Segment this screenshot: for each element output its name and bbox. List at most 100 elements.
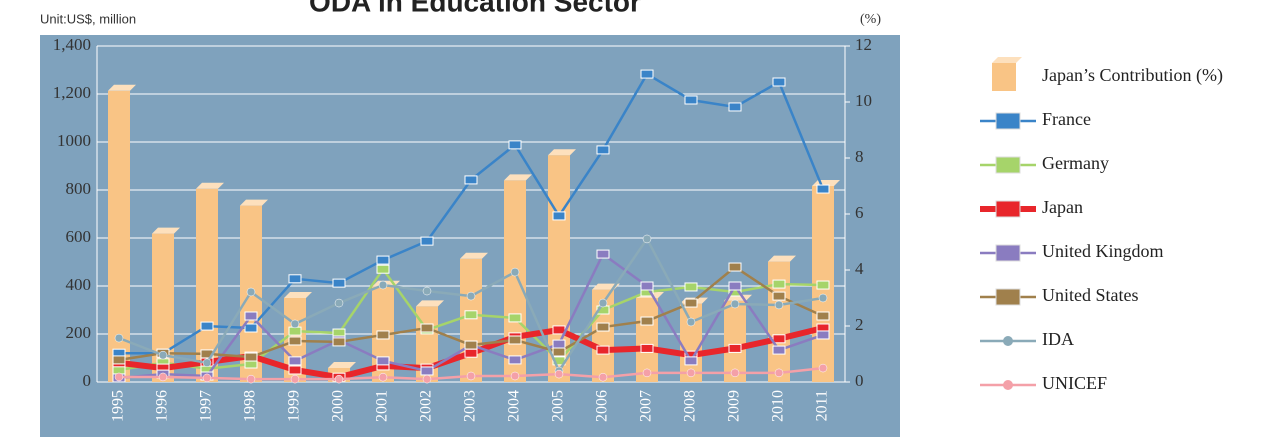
point <box>202 373 212 383</box>
y2-tick-label: 12 <box>855 35 872 54</box>
flag-marker <box>288 336 302 346</box>
flag-marker <box>376 255 390 265</box>
y2-tick-label: 6 <box>855 203 864 222</box>
legend-marker <box>995 112 1021 130</box>
bar-top <box>504 174 532 181</box>
point <box>774 368 784 378</box>
bar-top <box>460 252 488 259</box>
bar <box>460 258 482 382</box>
y2-tick-label: 10 <box>855 91 872 110</box>
legend-label: IDA <box>1042 329 1074 349</box>
y2-axis-label: (%) <box>860 12 881 27</box>
x-tick-label: 2000 <box>330 390 347 422</box>
point <box>686 317 696 327</box>
legend-label: Japan’s Contribution (%) <box>1042 65 1223 86</box>
flag-marker <box>596 249 610 259</box>
flag-marker <box>596 345 610 355</box>
bar-top <box>328 362 356 368</box>
bar <box>724 300 746 382</box>
bar-top <box>284 292 312 298</box>
point <box>290 374 300 384</box>
y2-tick-label: 0 <box>855 371 864 390</box>
flag-marker <box>596 322 610 332</box>
y-tick-label: 0 <box>83 371 92 390</box>
y-tick-label: 800 <box>66 179 92 198</box>
flag-marker <box>772 345 786 355</box>
x-tick-label: 2008 <box>682 390 699 422</box>
flag-marker <box>816 280 830 290</box>
flag-marker <box>332 278 346 288</box>
flag-marker <box>772 291 786 301</box>
flag-marker <box>376 264 390 274</box>
point <box>422 286 432 296</box>
legend-swatch <box>992 63 1016 91</box>
y-tick-label: 1,400 <box>53 35 91 54</box>
y-tick-label: 1,200 <box>53 83 91 102</box>
y-tick-label: 200 <box>66 323 92 342</box>
flag-marker <box>288 274 302 284</box>
flag-marker <box>684 298 698 308</box>
flag-marker <box>288 365 302 375</box>
point <box>598 298 608 308</box>
flag-marker <box>376 330 390 340</box>
y-axis-label: Unit:US$, million <box>40 11 136 26</box>
point <box>246 374 256 384</box>
x-tick-label: 1999 <box>286 390 303 422</box>
bar-top <box>196 182 224 189</box>
legend-marker <box>995 244 1021 262</box>
bar-top <box>240 199 268 206</box>
flag-marker <box>420 366 434 376</box>
legend-label: Japan <box>1042 197 1083 217</box>
flag-marker <box>728 262 742 272</box>
flag-marker <box>816 184 830 194</box>
point <box>466 291 476 301</box>
point <box>554 369 564 379</box>
flag-marker <box>112 355 126 365</box>
point <box>422 374 432 384</box>
x-tick-label: 2002 <box>418 390 435 422</box>
bar <box>504 180 526 382</box>
bar-top <box>548 149 576 156</box>
flag-marker <box>464 340 478 350</box>
x-tick-label: 1998 <box>242 390 259 422</box>
point <box>466 371 476 381</box>
x-tick-label: 2003 <box>462 390 479 422</box>
flag-marker <box>420 323 434 333</box>
point <box>774 300 784 310</box>
flag-marker <box>288 356 302 366</box>
flag-marker <box>816 330 830 340</box>
point <box>686 368 696 378</box>
flag-marker <box>200 321 214 331</box>
point <box>114 333 124 343</box>
flag-marker <box>508 335 522 345</box>
bar <box>152 233 174 382</box>
point <box>510 267 520 277</box>
flag-marker <box>244 311 258 321</box>
flag-marker <box>728 343 742 353</box>
flag-marker <box>772 279 786 289</box>
flag-marker <box>508 355 522 365</box>
bar-top <box>152 227 180 234</box>
point <box>334 374 344 384</box>
point <box>158 372 168 382</box>
legend-marker <box>1003 380 1013 390</box>
x-tick-label: 2004 <box>506 390 523 422</box>
point <box>334 298 344 308</box>
y2-tick-label: 4 <box>855 259 864 278</box>
flag-marker <box>288 326 302 336</box>
y2-tick-label: 8 <box>855 147 864 166</box>
legend-label: United Kingdom <box>1042 241 1164 261</box>
flag-marker <box>376 356 390 366</box>
point <box>114 372 124 382</box>
legend-marker <box>1003 336 1013 346</box>
flag-marker <box>464 310 478 320</box>
x-tick-label: 2007 <box>638 390 655 422</box>
x-tick-label: 1996 <box>154 390 171 422</box>
point <box>290 319 300 329</box>
flag-marker <box>728 102 742 112</box>
point <box>202 358 212 368</box>
x-tick-label: 2005 <box>550 390 567 422</box>
point <box>246 287 256 297</box>
bar <box>108 90 130 383</box>
flag-marker <box>552 339 566 349</box>
